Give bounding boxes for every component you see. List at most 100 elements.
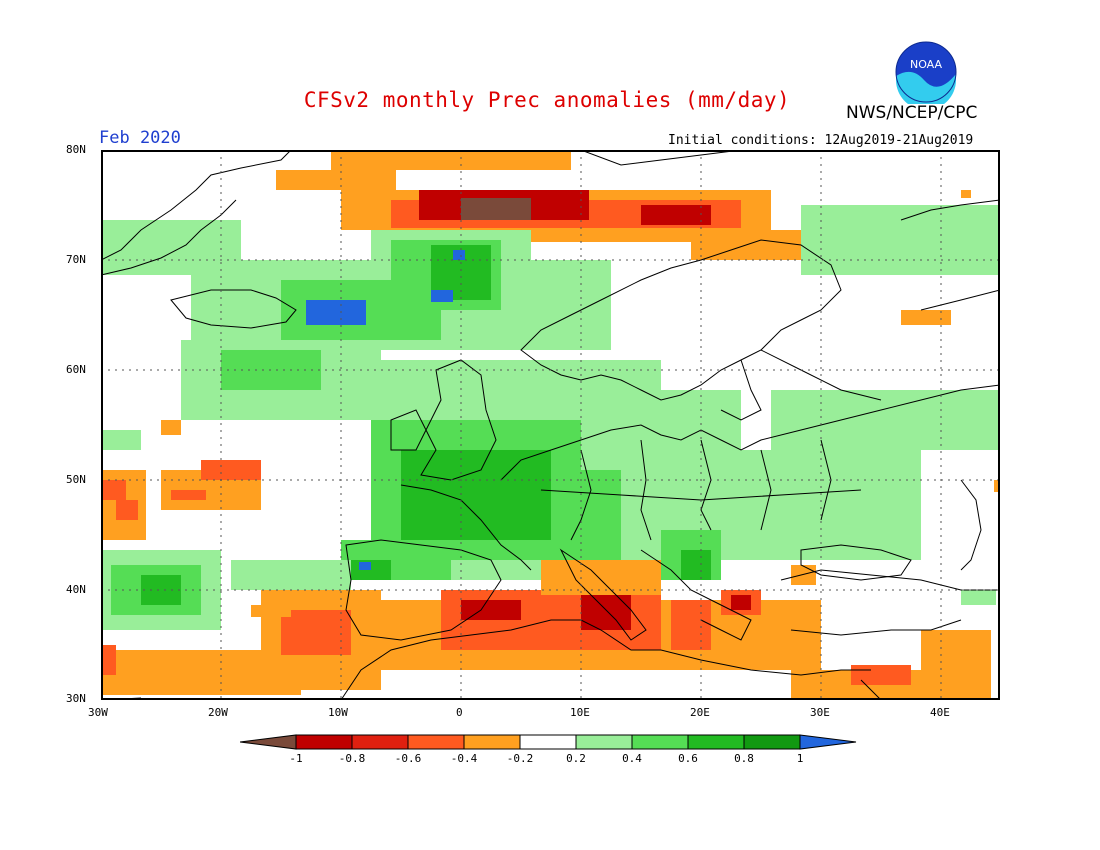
colorbar-box bbox=[743, 734, 801, 750]
anomaly-patch bbox=[251, 605, 291, 617]
colorbar-svg bbox=[240, 734, 857, 750]
colorbar-box bbox=[687, 734, 745, 750]
lon-tick: 10E bbox=[570, 706, 590, 719]
coastline bbox=[720, 359, 762, 421]
anomaly-patch bbox=[961, 190, 971, 198]
coastline bbox=[500, 384, 1000, 481]
lat-tick: 60N bbox=[66, 363, 86, 376]
lat-tick: 50N bbox=[66, 473, 86, 486]
colorbar-box bbox=[407, 734, 465, 750]
anomaly-patch bbox=[116, 500, 138, 520]
anomaly-patch bbox=[801, 205, 1000, 275]
lon-tick: 0 bbox=[456, 706, 463, 719]
anomaly-patch bbox=[901, 310, 951, 325]
anomaly-patch bbox=[791, 565, 816, 585]
lon-tick: 20W bbox=[208, 706, 228, 719]
chart-title: CFSv2 monthly Prec anomalies (mm/day) bbox=[303, 88, 791, 112]
anomaly-patch bbox=[681, 550, 711, 580]
colorbar-label: -0.8 bbox=[338, 752, 366, 765]
svg-text:NOAA: NOAA bbox=[910, 58, 943, 71]
colorbar-label: 0.2 bbox=[566, 752, 586, 765]
lon-tick: 20E bbox=[690, 706, 710, 719]
coastline bbox=[170, 289, 297, 329]
colorbar-box bbox=[351, 734, 409, 750]
anomaly-patch bbox=[541, 560, 661, 595]
country-border bbox=[760, 449, 772, 531]
lat-tick: 40N bbox=[66, 583, 86, 596]
lon-tick: 30W bbox=[88, 706, 108, 719]
anomaly-patch bbox=[771, 390, 1000, 450]
colorbar-label: -0.6 bbox=[394, 752, 422, 765]
anomaly-patch bbox=[281, 610, 351, 655]
country-border bbox=[700, 439, 712, 531]
coastline bbox=[345, 539, 502, 641]
coastline bbox=[800, 544, 912, 581]
anomaly-patch bbox=[671, 600, 711, 650]
anomaly-patch bbox=[201, 460, 261, 480]
colorbar-label: 0.6 bbox=[678, 752, 698, 765]
anomaly-patch bbox=[461, 600, 521, 620]
anomaly-patch bbox=[331, 150, 571, 170]
anomaly-patch bbox=[231, 560, 351, 590]
map-border bbox=[101, 150, 1000, 700]
colorbar-box bbox=[575, 734, 633, 750]
lon-tick: 40E bbox=[930, 706, 950, 719]
anomaly-patch bbox=[306, 300, 366, 325]
anomaly-patch bbox=[641, 205, 711, 225]
colorbar-box bbox=[295, 734, 353, 750]
lat-tick: 80N bbox=[66, 143, 86, 156]
coastline bbox=[520, 239, 842, 401]
colorbar-label: 0.8 bbox=[734, 752, 754, 765]
country-border bbox=[760, 349, 882, 401]
anomaly-patch bbox=[851, 665, 911, 685]
anomaly-patch bbox=[171, 490, 206, 500]
anomaly-patch bbox=[101, 430, 141, 450]
anomaly-patch bbox=[453, 250, 465, 260]
coastline bbox=[101, 150, 292, 261]
colorbar-box bbox=[631, 734, 689, 750]
initial-conditions: Initial conditions: 12Aug2019-21Aug2019 bbox=[668, 133, 974, 148]
anomaly-patch bbox=[401, 450, 551, 540]
lon-tick: 30E bbox=[810, 706, 830, 719]
country-border bbox=[570, 449, 592, 541]
colorbar-box bbox=[519, 734, 577, 750]
anomaly-patch bbox=[359, 562, 371, 570]
coastline bbox=[390, 409, 427, 451]
agency-label: NWS/NCEP/CPC bbox=[846, 103, 978, 123]
coastline bbox=[400, 484, 532, 571]
lon-tick: 10W bbox=[328, 706, 348, 719]
coastline bbox=[900, 199, 1000, 221]
graticule bbox=[101, 150, 1000, 700]
anomaly-map bbox=[101, 150, 1000, 700]
colorbar-label: -1 bbox=[289, 752, 303, 765]
country-border bbox=[820, 439, 832, 521]
anomaly-patch bbox=[141, 575, 181, 605]
anomaly-patch bbox=[221, 350, 321, 390]
coastline bbox=[420, 359, 497, 481]
lat-tick: 30N bbox=[66, 692, 86, 705]
map-panel bbox=[101, 150, 1000, 700]
anomaly-patch bbox=[101, 480, 126, 500]
anomaly-patch bbox=[731, 595, 751, 610]
colorbar-arrow-low bbox=[240, 734, 297, 750]
anomaly-patch bbox=[961, 590, 996, 605]
colorbar-box bbox=[463, 734, 521, 750]
colorbar-arrow-high bbox=[799, 734, 857, 750]
coastline bbox=[640, 549, 752, 641]
anomaly-patch bbox=[431, 290, 453, 302]
anomaly-patch bbox=[461, 198, 531, 220]
anomaly-patch bbox=[101, 645, 116, 675]
colorbar-label: 0.4 bbox=[622, 752, 642, 765]
coastline bbox=[920, 289, 1000, 311]
coastline bbox=[340, 619, 871, 700]
colorbar-label: -0.4 bbox=[450, 752, 478, 765]
coastlines bbox=[101, 150, 1000, 700]
anomaly-patch bbox=[994, 480, 1000, 492]
forecast-month: Feb 2020 bbox=[99, 128, 181, 148]
coastline bbox=[559, 548, 647, 641]
lat-tick: 70N bbox=[66, 253, 86, 266]
coastline bbox=[960, 479, 982, 571]
anomaly-patch bbox=[161, 420, 181, 435]
colorbar-label: 1 bbox=[796, 752, 804, 765]
colorbar bbox=[240, 733, 862, 751]
